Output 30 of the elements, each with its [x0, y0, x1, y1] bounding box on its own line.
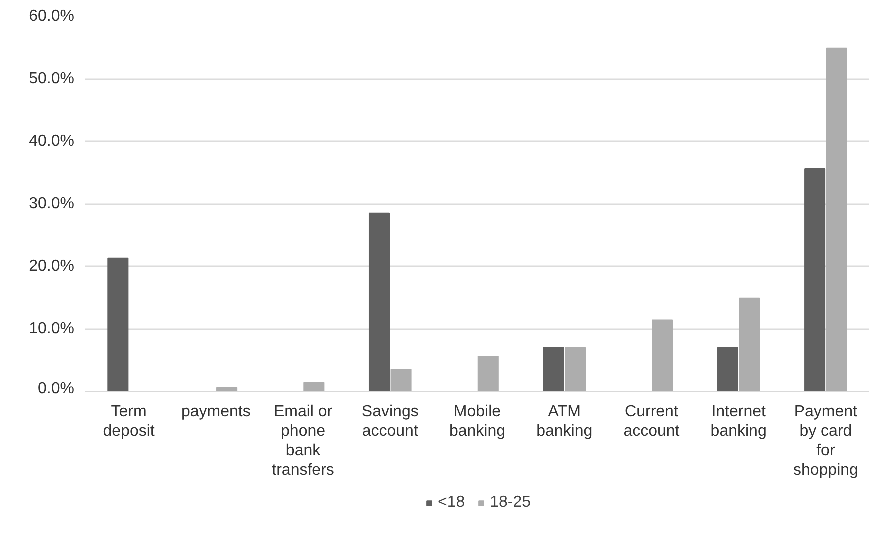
bar — [804, 168, 826, 392]
x-tick-label: Email or phone bank transfers — [272, 404, 334, 480]
x-tick-label: Payment by card for shopping — [793, 404, 858, 480]
bar — [390, 369, 412, 392]
bar — [739, 298, 760, 392]
y-tick-label: 20.0% — [29, 258, 75, 275]
x-tick-label: Mobile banking — [449, 404, 506, 440]
legend-label: <18 — [438, 494, 466, 512]
y-tick-label: 50.0% — [29, 70, 75, 88]
legend-label: 18-25 — [490, 494, 532, 512]
y-tick-label: 40.0% — [29, 133, 75, 150]
y-tick-label: 10.0% — [29, 320, 75, 338]
bar — [543, 347, 564, 392]
y-tick-label: 0.0% — [38, 380, 74, 398]
x-tick-label: ATM banking — [536, 404, 593, 440]
bar — [826, 48, 848, 392]
y-tick-label: 60.0% — [29, 8, 75, 25]
x-tick-label: Term deposit — [103, 404, 156, 440]
x-tick-label: Current account — [624, 404, 680, 440]
bar — [652, 320, 674, 392]
y-tick-label: 30.0% — [29, 196, 75, 212]
bar — [304, 382, 325, 392]
x-tick-label: Savings account — [362, 404, 419, 440]
x-tick-label: payments — [181, 404, 251, 420]
bar — [717, 347, 738, 392]
x-tick-label: Internet banking — [710, 404, 767, 440]
bar — [108, 258, 129, 392]
bar — [564, 347, 586, 392]
bar — [368, 212, 390, 392]
bar — [478, 356, 499, 392]
